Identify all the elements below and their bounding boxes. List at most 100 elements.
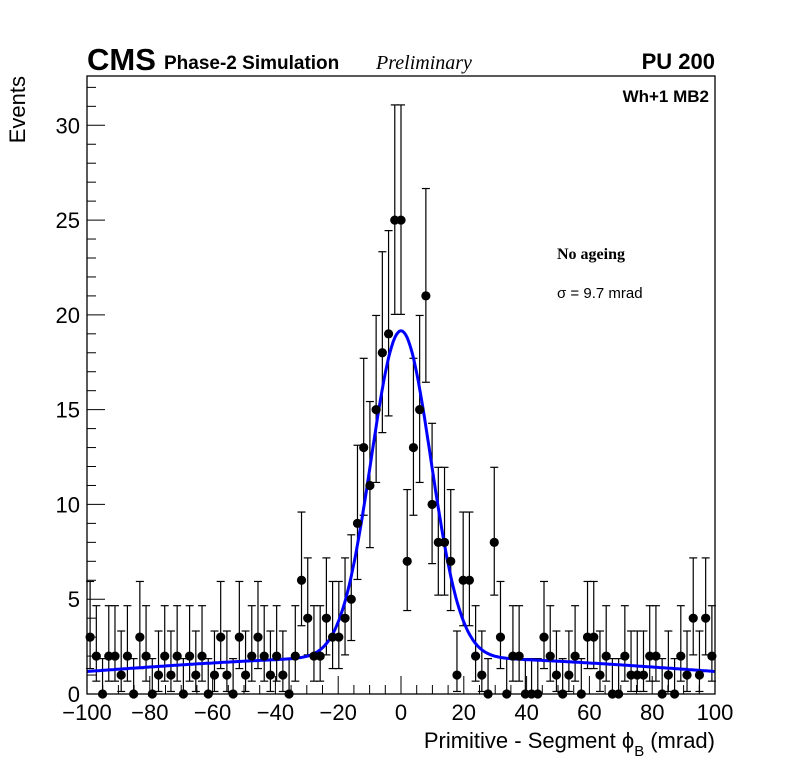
x-tick-label: 80 xyxy=(640,700,664,725)
data-point xyxy=(415,405,425,415)
data-point xyxy=(153,670,164,680)
data-point xyxy=(564,670,574,680)
data-point xyxy=(240,670,251,680)
data-point xyxy=(340,613,350,623)
phase2-label: Phase-2 Simulation xyxy=(164,53,339,74)
data-point xyxy=(383,329,394,339)
fit-curve xyxy=(86,329,716,673)
data-point xyxy=(365,480,375,491)
data-point xyxy=(259,651,269,661)
data-point xyxy=(216,632,226,642)
data-point xyxy=(539,632,549,642)
data-point xyxy=(110,651,120,661)
x-tick-label: −20 xyxy=(320,700,357,725)
data-point xyxy=(265,670,276,680)
data-point xyxy=(315,651,325,661)
data-point xyxy=(694,670,705,680)
data-point xyxy=(595,670,605,680)
data-point xyxy=(135,632,145,642)
data-point xyxy=(160,651,170,661)
data-point xyxy=(688,613,698,623)
data-point xyxy=(166,670,176,680)
y-tick-labels: 0 5 10 15 20 25 30 xyxy=(56,113,80,707)
x-tick-label: 100 xyxy=(697,700,734,725)
data-point xyxy=(172,651,182,661)
data-point xyxy=(91,651,101,661)
data-point xyxy=(446,556,456,566)
data-point xyxy=(471,651,481,661)
data-point xyxy=(545,651,555,661)
y-tick-label: 15 xyxy=(56,398,80,423)
x-tick-label: 40 xyxy=(514,700,538,725)
data-point xyxy=(477,670,487,680)
data-point xyxy=(421,291,431,301)
region-label: Wh+1 MB2 xyxy=(623,87,709,106)
y-axis-title: Events xyxy=(5,76,30,143)
data-point xyxy=(247,651,257,661)
data-point xyxy=(321,613,331,623)
plot-frame xyxy=(86,75,716,695)
data-point xyxy=(427,499,437,510)
data-point xyxy=(303,613,313,623)
data-point xyxy=(408,442,419,453)
y-tick-label: 0 xyxy=(68,682,80,707)
data-point xyxy=(290,651,300,661)
data-point xyxy=(514,651,524,661)
x-tick-label: 20 xyxy=(452,700,476,725)
data-point xyxy=(116,670,126,680)
condition-label: No ageing xyxy=(557,246,625,263)
data-point xyxy=(601,651,611,661)
y-tick-label: 25 xyxy=(56,208,80,233)
y-tick-label: 10 xyxy=(56,492,80,517)
pileup-label: PU 200 xyxy=(642,49,715,74)
x-tick-label: 60 xyxy=(577,700,601,725)
x-tick-labels: −100 −80 −60 −40 −20 0 20 40 60 80 100 xyxy=(62,700,733,725)
data-points xyxy=(85,215,717,699)
data-point xyxy=(439,537,450,547)
data-point xyxy=(191,670,201,680)
x-axis-title: Primitive - Segment ϕB (mrad) xyxy=(424,728,715,760)
data-point xyxy=(352,518,363,528)
data-point xyxy=(197,651,207,661)
data-point xyxy=(396,215,406,225)
data-point xyxy=(620,651,630,661)
x-tick-label: −100 xyxy=(62,700,112,725)
data-point xyxy=(489,537,499,547)
data-point xyxy=(85,632,95,642)
data-point xyxy=(184,651,195,661)
x-tick-label: −60 xyxy=(194,700,231,725)
data-point xyxy=(663,670,673,680)
x-tick-label: −80 xyxy=(131,700,168,725)
data-point xyxy=(377,348,387,358)
x-axis-title-unit: (mrad) xyxy=(650,728,715,753)
data-point xyxy=(682,670,692,680)
data-point xyxy=(234,632,244,642)
data-point xyxy=(346,594,356,604)
data-point xyxy=(222,670,232,680)
data-point xyxy=(209,670,220,680)
data-point xyxy=(296,575,307,585)
data-point xyxy=(551,670,562,680)
data-point xyxy=(701,613,711,623)
data-point xyxy=(402,556,412,566)
data-point xyxy=(676,651,686,661)
cms-label: CMS xyxy=(87,42,156,77)
data-point xyxy=(452,670,462,680)
data-point xyxy=(651,651,661,661)
data-point xyxy=(464,575,474,585)
x-tick-label: 0 xyxy=(395,700,407,725)
data-point xyxy=(122,651,133,661)
y-tick-label: 20 xyxy=(56,303,80,328)
data-point xyxy=(371,405,381,415)
y-tick-label: 30 xyxy=(56,113,80,138)
data-point xyxy=(638,670,649,680)
data-point xyxy=(589,632,599,642)
data-point xyxy=(278,670,288,680)
data-point xyxy=(334,632,344,642)
preliminary-label: Preliminary xyxy=(375,52,472,74)
data-point xyxy=(359,442,369,453)
data-point xyxy=(141,651,151,661)
data-point xyxy=(707,651,717,661)
